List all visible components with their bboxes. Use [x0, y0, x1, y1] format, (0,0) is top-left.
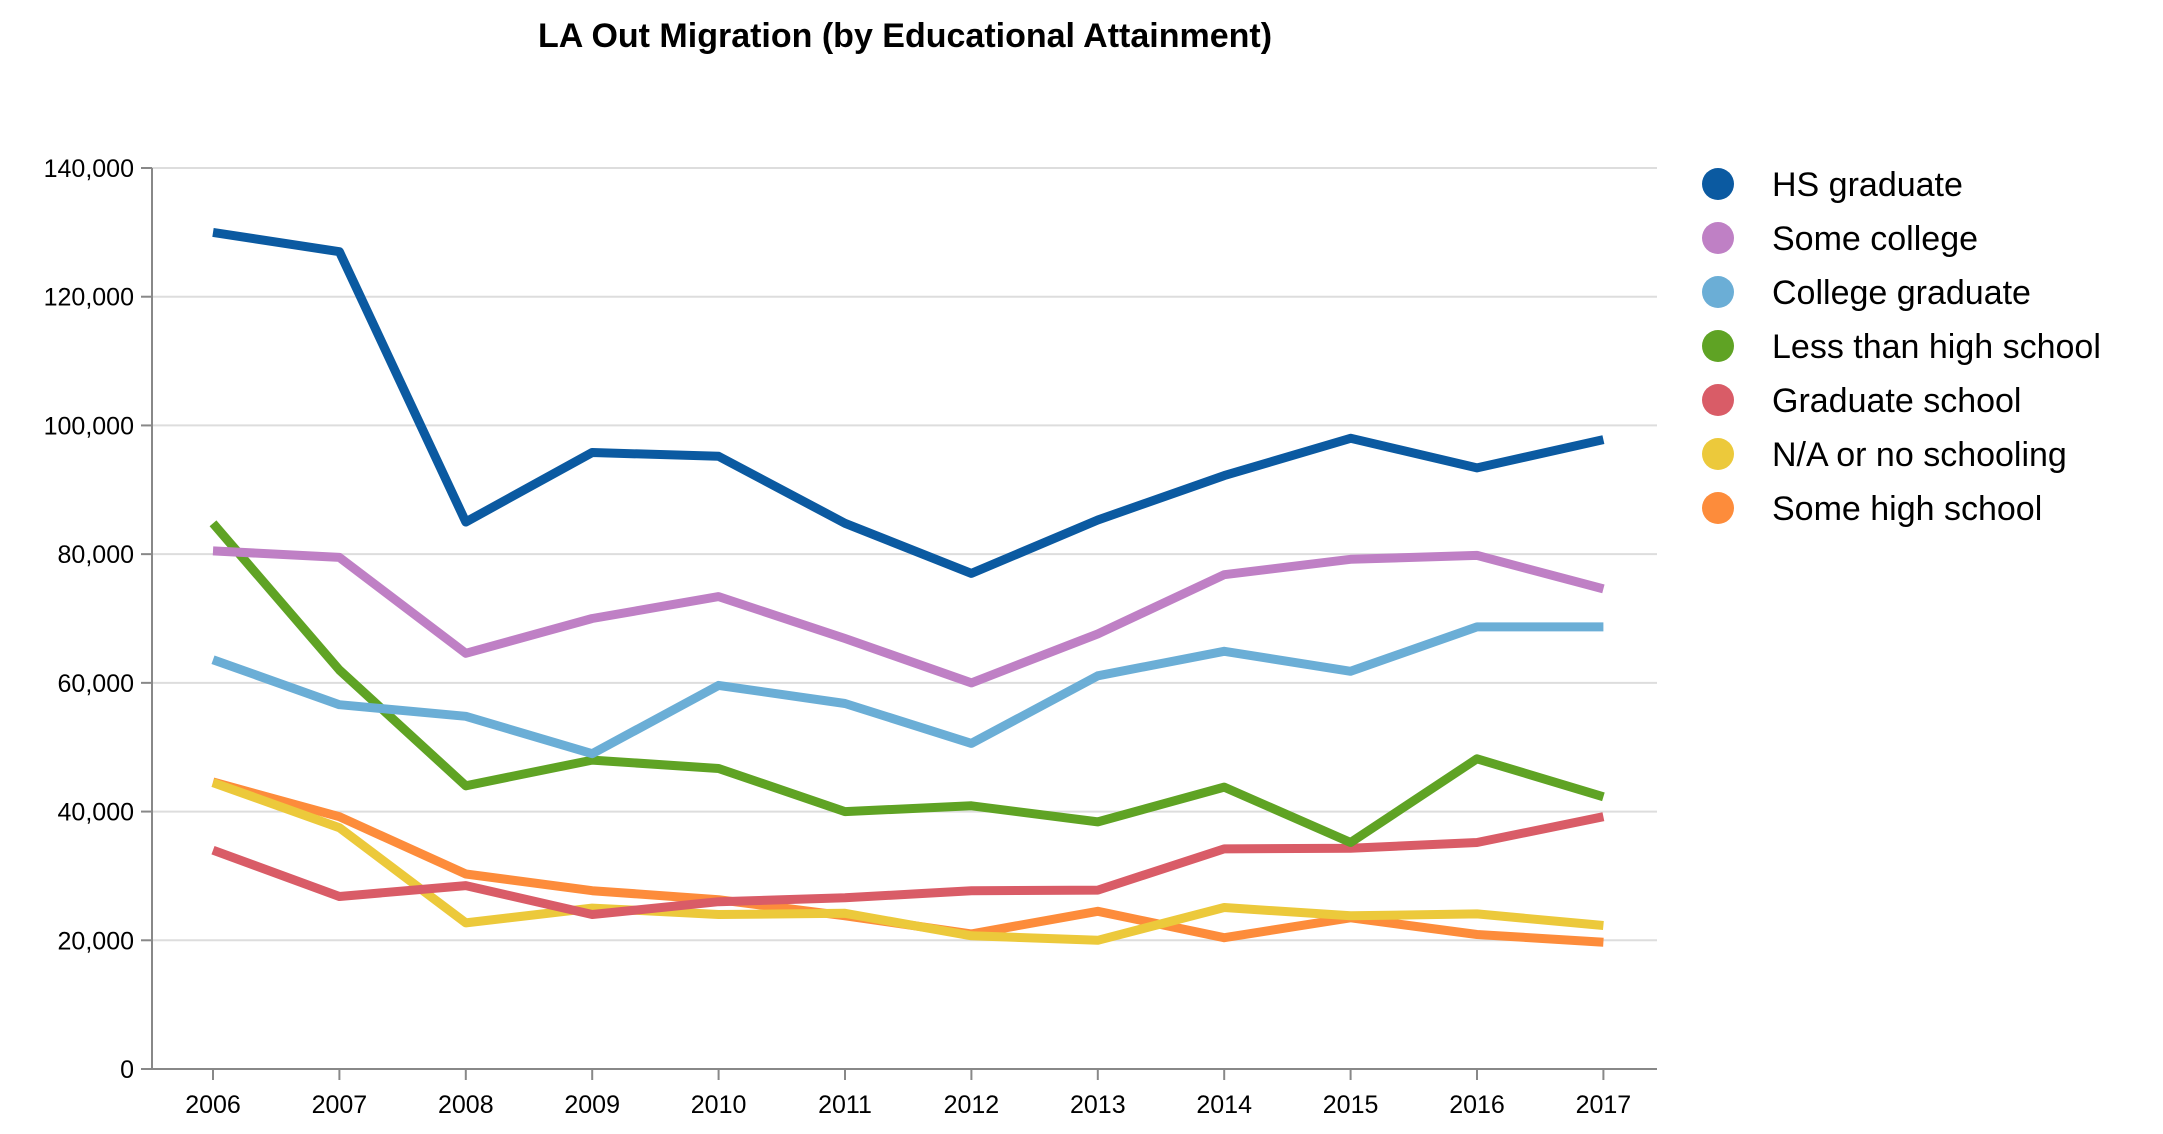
legend-label: Graduate school [1772, 382, 2022, 420]
axes: 0 20,000 40,000 60,000 80,000 100,000 120,000 1… [44, 155, 1657, 1119]
x-tick-label: 2014 [1196, 1091, 1252, 1119]
series-line-graduate-school [211, 812, 1605, 919]
series-line-hs-graduate [212, 227, 1605, 578]
grid-lines [152, 167, 1657, 942]
legend-label: Less than high school [1772, 328, 2101, 366]
x-tick-label: 2006 [185, 1091, 241, 1119]
x-tick-label: 2012 [944, 1091, 1000, 1119]
y-tick-label: 120,000 [44, 284, 134, 312]
chart-title: LA Out Migration (by Educational Attainm… [538, 17, 1272, 55]
x-tick-label: 2013 [1070, 1091, 1126, 1119]
x-tick-label: 2017 [1576, 1091, 1632, 1119]
y-tick-label: 60,000 [58, 670, 134, 698]
x-tick-label: 2009 [564, 1091, 620, 1119]
series-line-some-college [212, 546, 1605, 688]
legend: HS graduate Some college College graduate L… [1702, 166, 2101, 528]
legend-swatch [1702, 492, 1734, 524]
legend-label: College graduate [1772, 274, 2031, 312]
series-lines [209, 227, 1605, 947]
series-line-n-a-or-no-schooling [211, 778, 1604, 945]
x-tick-label: 2011 [818, 1091, 872, 1119]
y-tick-label: 140,000 [44, 155, 134, 183]
x-tick-label: 2010 [691, 1091, 747, 1119]
legend-label: HS graduate [1772, 166, 1963, 204]
legend-swatch [1702, 276, 1734, 308]
legend-label: Some college [1772, 220, 1978, 258]
y-tick-label: 0 [120, 1056, 134, 1084]
x-tick-label: 2008 [438, 1091, 494, 1119]
legend-swatch [1702, 384, 1734, 416]
legend-swatch [1702, 330, 1734, 362]
x-tick-label: 2007 [312, 1091, 368, 1119]
y-tick-label: 80,000 [58, 541, 134, 569]
x-tick-label: 2016 [1449, 1091, 1505, 1119]
y-tick-label: 20,000 [58, 927, 134, 955]
y-tick-label: 100,000 [44, 412, 134, 440]
y-tick-label: 40,000 [58, 799, 134, 827]
series-line-less-than-high-school [209, 520, 1605, 847]
series-line-college-graduate [211, 622, 1604, 759]
legend-swatch [1702, 222, 1734, 254]
legend-label: N/A or no schooling [1772, 436, 2067, 474]
legend-label: Some high school [1772, 490, 2042, 528]
legend-swatch [1702, 168, 1734, 200]
x-tick-label: 2015 [1323, 1091, 1379, 1119]
legend-swatch [1702, 438, 1734, 470]
